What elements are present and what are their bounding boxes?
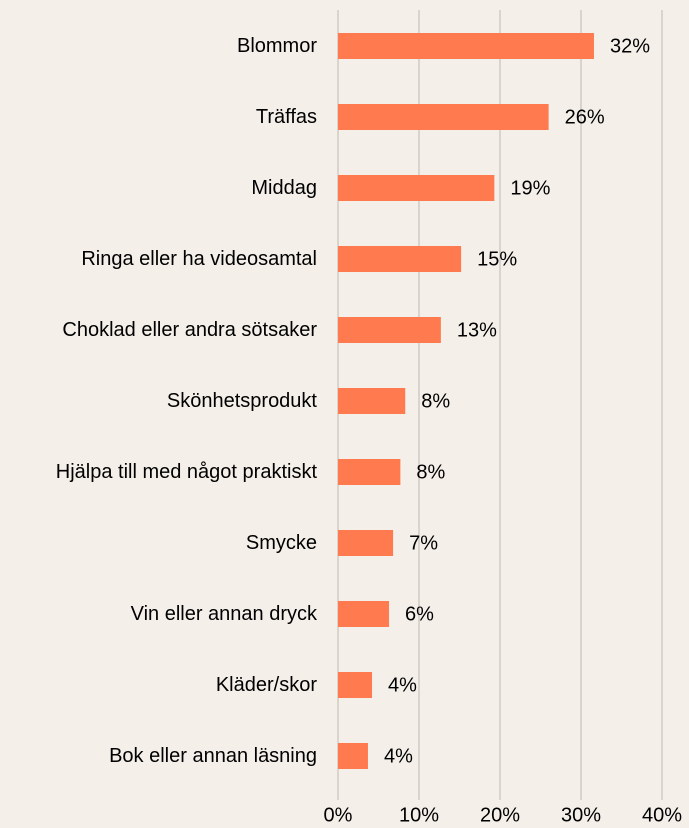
bar bbox=[338, 246, 462, 272]
value-label: 8% bbox=[416, 461, 445, 483]
value-label: 13% bbox=[457, 319, 497, 341]
bar bbox=[338, 530, 394, 556]
bar bbox=[338, 388, 406, 414]
x-tick-label: 30% bbox=[561, 804, 601, 826]
x-tick-label: 0% bbox=[324, 804, 353, 826]
value-label: 26% bbox=[565, 106, 605, 128]
category-label: Choklad eller andra sötsaker bbox=[62, 319, 317, 341]
category-label: Kläder/skor bbox=[215, 674, 317, 696]
value-label: 4% bbox=[388, 674, 417, 696]
value-label: 7% bbox=[409, 532, 438, 554]
value-label: 4% bbox=[384, 745, 413, 767]
category-label-box: Ringa eller ha videosamtal bbox=[0, 229, 317, 289]
bar bbox=[338, 601, 390, 627]
x-tick-label: 10% bbox=[399, 804, 439, 826]
category-label: Skönhetsprodukt bbox=[166, 390, 317, 412]
value-label: 6% bbox=[405, 603, 434, 625]
category-label: Vin eller annan dryck bbox=[130, 603, 317, 625]
category-label-box: Middag bbox=[0, 158, 317, 218]
value-label: 19% bbox=[510, 177, 550, 199]
category-label: Smycke bbox=[245, 532, 317, 554]
category-label-box: Choklad eller andra sötsaker bbox=[0, 300, 317, 360]
bar bbox=[338, 33, 594, 59]
bar bbox=[338, 743, 368, 769]
category-label: Träffas bbox=[255, 106, 317, 128]
bar bbox=[338, 459, 401, 485]
x-tick-label: 20% bbox=[480, 804, 520, 826]
category-label: Ringa eller ha videosamtal bbox=[81, 248, 317, 270]
category-label-box: Bok eller annan läsning bbox=[0, 726, 317, 786]
category-label: Middag bbox=[251, 177, 317, 199]
bar bbox=[338, 175, 495, 201]
bar bbox=[338, 672, 373, 698]
value-label: 8% bbox=[421, 390, 450, 412]
category-label: Hjälpa till med något praktiskt bbox=[55, 461, 317, 483]
category-label-box: Träffas bbox=[0, 87, 317, 147]
bar bbox=[338, 317, 441, 343]
category-label-box: Hjälpa till med något praktiskt bbox=[0, 442, 317, 502]
x-tick-label: 40% bbox=[642, 804, 682, 826]
category-label-box: Vin eller annan dryck bbox=[0, 584, 317, 644]
category-label-box: Blommor bbox=[0, 16, 317, 76]
value-label: 32% bbox=[610, 35, 650, 57]
category-label: Blommor bbox=[236, 35, 317, 57]
category-label-box: Smycke bbox=[0, 513, 317, 573]
category-label-box: Kläder/skor bbox=[0, 655, 317, 715]
bar bbox=[338, 104, 549, 130]
category-label: Bok eller annan läsning bbox=[109, 745, 317, 767]
category-label-box: Skönhetsprodukt bbox=[0, 371, 317, 431]
value-label: 15% bbox=[477, 248, 517, 270]
